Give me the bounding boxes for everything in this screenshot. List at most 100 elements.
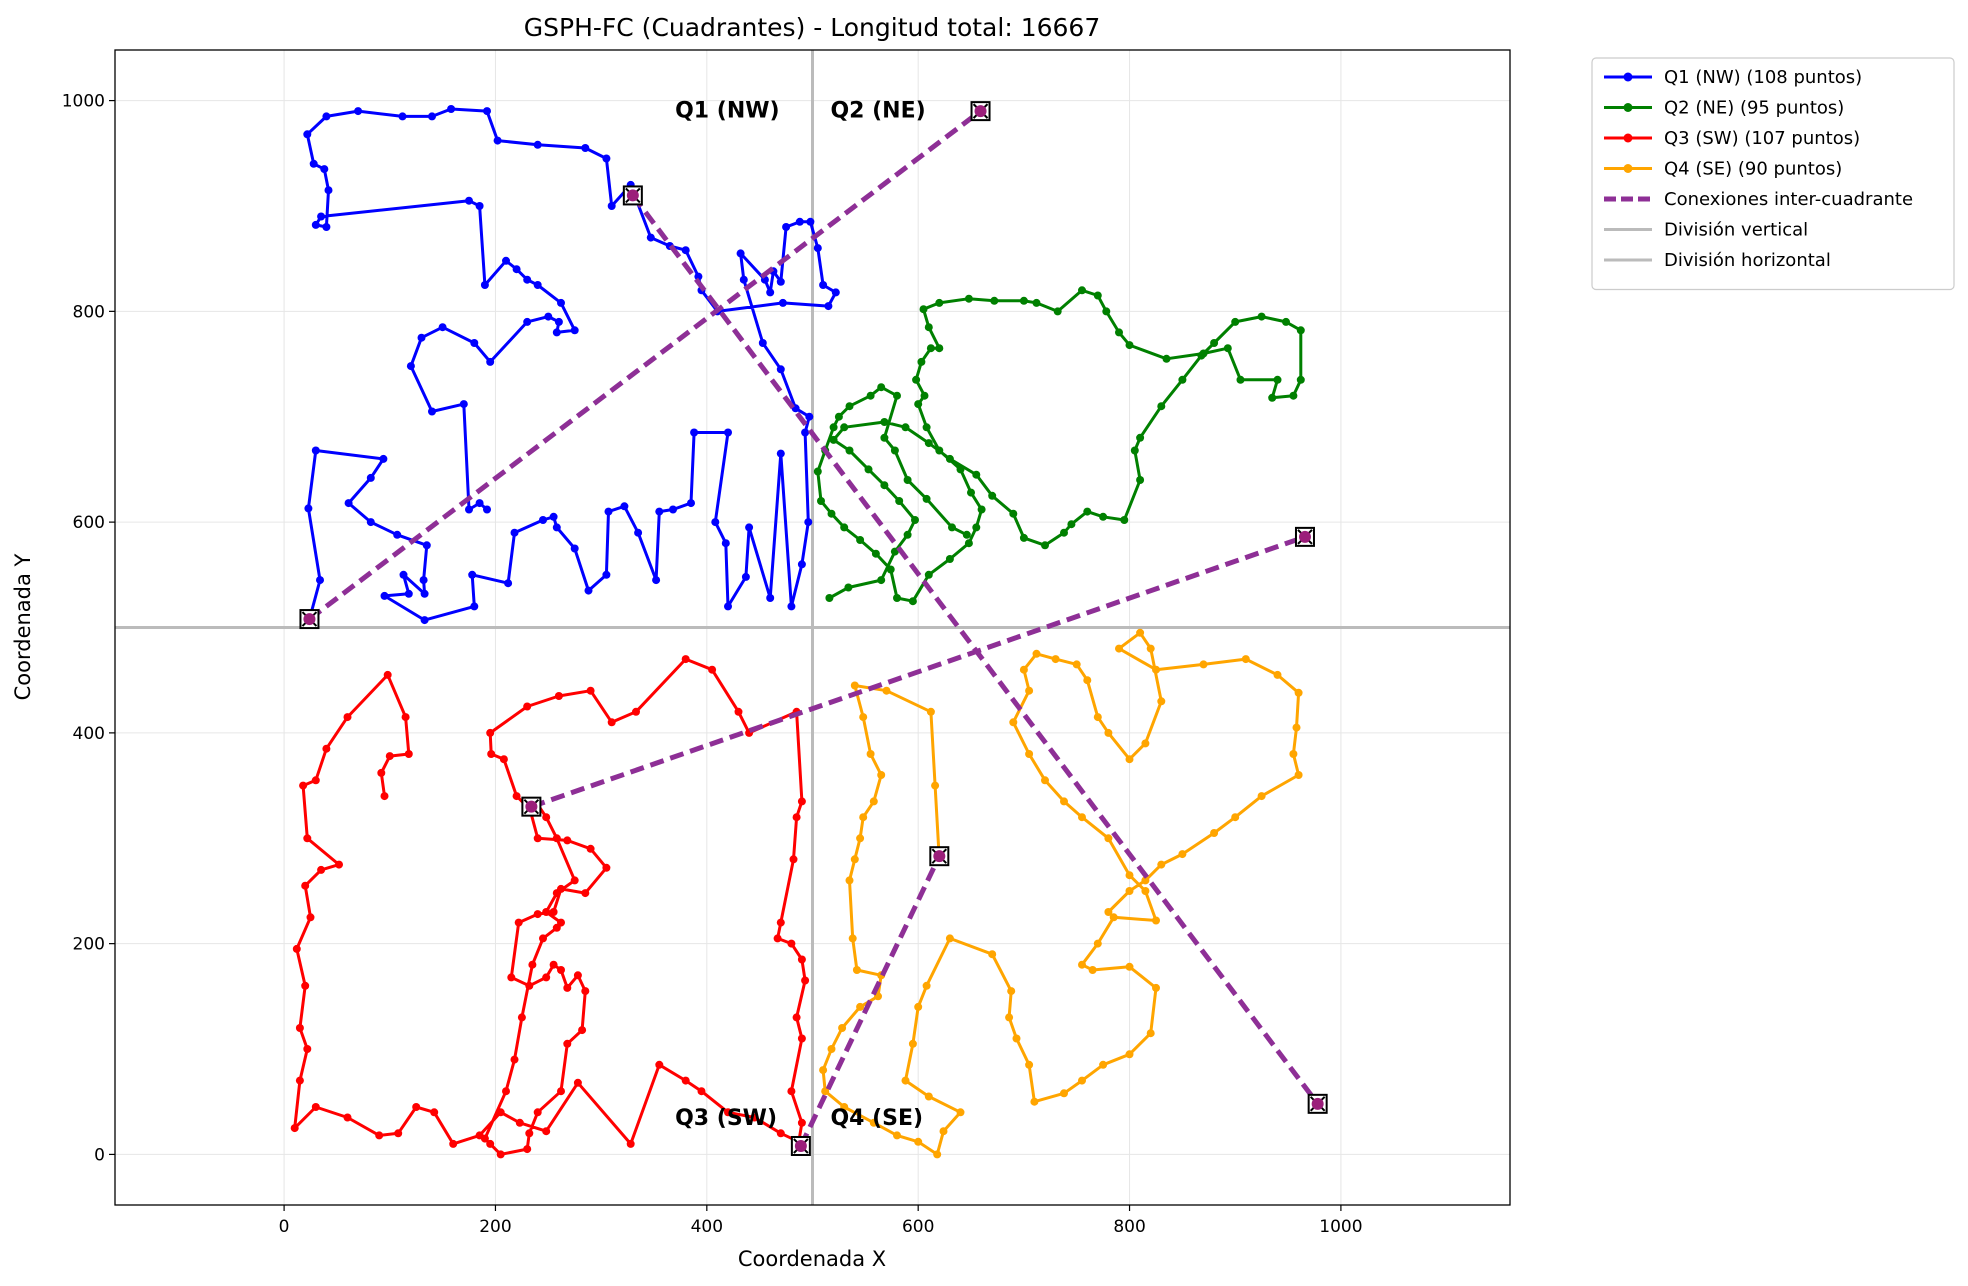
data-point: [903, 476, 912, 484]
data-point: [711, 518, 720, 527]
data-point: [1109, 913, 1118, 922]
data-point: [1157, 402, 1166, 411]
data-point: [1115, 328, 1123, 337]
series-line: [821, 631, 1301, 1156]
data-point: [1019, 665, 1028, 674]
data-point: [570, 544, 579, 553]
data-point: [422, 541, 431, 550]
data-point: [1273, 375, 1282, 384]
data-point: [533, 834, 542, 843]
data-point: [926, 344, 935, 353]
data-point: [602, 570, 611, 579]
data-point: [1136, 433, 1145, 442]
data-point: [322, 223, 331, 231]
data-point: [669, 505, 677, 514]
data-point: [945, 934, 954, 943]
data-point: [840, 423, 849, 432]
data-point: [475, 1131, 484, 1140]
data-point: [486, 357, 495, 366]
data-point: [607, 718, 616, 727]
legend-swatch-dot: [1623, 164, 1633, 173]
connection-marker: [1307, 1093, 1328, 1114]
data-point: [449, 1139, 458, 1148]
data-point: [563, 1039, 572, 1048]
legend-label: Q3 (SW) (107 puntos): [1664, 128, 1860, 149]
data-point: [877, 383, 886, 392]
data-point: [850, 681, 859, 690]
plot-frame: [114, 49, 1511, 1206]
data-point: [1041, 541, 1049, 550]
y-tick-label: 1000: [62, 92, 105, 112]
data-point: [831, 288, 840, 297]
data-point: [499, 755, 508, 764]
data-point: [912, 375, 921, 384]
data-point: [523, 275, 532, 284]
x-tick-label: 200: [479, 1217, 511, 1237]
data-point: [399, 570, 408, 579]
data-point: [549, 512, 558, 521]
data-point: [523, 317, 532, 326]
data-point: [316, 576, 324, 585]
data-point: [1146, 644, 1155, 653]
data-point: [468, 570, 477, 579]
data-point: [646, 233, 655, 242]
data-point: [850, 855, 859, 864]
data-point: [1223, 344, 1232, 353]
data-point: [493, 136, 502, 145]
connection-line-6: [530, 534, 1306, 810]
data-point: [419, 576, 428, 585]
data-point: [1289, 391, 1298, 400]
data-point: [838, 1024, 847, 1032]
data-point: [430, 1108, 439, 1117]
data-point: [1152, 665, 1160, 674]
data-point: [817, 497, 825, 505]
data-point: [741, 572, 750, 581]
data-point: [563, 836, 572, 845]
data-point: [420, 616, 429, 625]
data-point: [750, 1113, 759, 1122]
data-point: [459, 400, 468, 409]
series-line: [305, 107, 838, 622]
data-point: [834, 412, 843, 421]
data-point: [1136, 476, 1145, 484]
legend-label: Q4 (SE) (90 puntos): [1664, 159, 1842, 180]
data-point: [797, 1118, 806, 1127]
data-point: [1078, 286, 1086, 295]
data-point: [856, 1002, 865, 1011]
data-point: [956, 1108, 965, 1117]
data-point: [880, 481, 889, 490]
data-point: [317, 212, 326, 221]
data-point: [1072, 660, 1081, 669]
data-point: [724, 1108, 732, 1117]
data-point: [819, 1066, 828, 1075]
data-point: [813, 467, 822, 476]
data-point: [512, 792, 521, 801]
data-point: [557, 966, 565, 974]
data-point: [917, 357, 926, 366]
data-point: [1257, 312, 1266, 321]
data-point: [578, 1026, 587, 1035]
data-point: [1093, 939, 1102, 948]
data-point: [602, 863, 611, 872]
data-point: [557, 918, 565, 927]
data-point: [528, 960, 537, 969]
data-point: [924, 570, 933, 579]
data-point: [776, 1129, 785, 1138]
legend-item: Q4 (SE) (90 puntos): [1604, 159, 1842, 180]
data-point: [797, 797, 806, 806]
data-point: [335, 860, 343, 869]
data-point: [829, 423, 838, 432]
data-point: [972, 523, 981, 532]
data-point: [1032, 649, 1041, 658]
data-point: [344, 499, 353, 508]
data-point: [945, 454, 954, 463]
data-point: [570, 876, 579, 885]
data-point: [1025, 686, 1034, 695]
data-point: [514, 918, 523, 927]
data-point: [895, 497, 904, 505]
data-point: [1178, 850, 1187, 859]
data-point: [819, 281, 828, 289]
data-point: [1025, 750, 1034, 758]
data-point: [1099, 512, 1108, 521]
data-point: [1141, 739, 1150, 748]
